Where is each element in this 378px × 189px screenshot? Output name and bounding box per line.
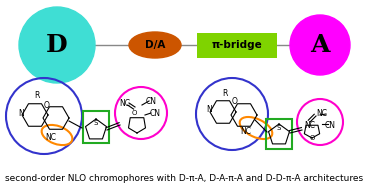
Text: O: O bbox=[232, 98, 238, 106]
Text: second-order NLO chromophores with D-π-A, D-A-π-A and D-D-π-A architectures: second-order NLO chromophores with D-π-A… bbox=[5, 174, 363, 183]
Text: NC: NC bbox=[119, 98, 130, 108]
Text: π-bridge: π-bridge bbox=[212, 40, 262, 50]
Text: S: S bbox=[94, 120, 98, 126]
Bar bbox=[266, 119, 292, 149]
Bar bbox=[83, 111, 109, 143]
Text: NC: NC bbox=[45, 132, 56, 142]
Text: CN: CN bbox=[324, 121, 336, 129]
Text: CN: CN bbox=[150, 108, 161, 118]
Text: NC: NC bbox=[316, 109, 327, 119]
Text: O: O bbox=[131, 110, 137, 116]
Text: D: D bbox=[46, 33, 68, 57]
Text: S: S bbox=[277, 125, 281, 131]
Text: A: A bbox=[310, 33, 330, 57]
Ellipse shape bbox=[129, 32, 181, 58]
Text: CN: CN bbox=[146, 97, 156, 105]
Text: R: R bbox=[34, 91, 40, 101]
Text: R: R bbox=[222, 88, 228, 98]
Text: D/A: D/A bbox=[145, 40, 165, 50]
Text: O: O bbox=[44, 101, 50, 109]
Text: NC: NC bbox=[240, 128, 251, 136]
Text: N: N bbox=[18, 108, 24, 118]
Circle shape bbox=[290, 15, 350, 75]
Circle shape bbox=[19, 7, 95, 83]
FancyBboxPatch shape bbox=[197, 33, 277, 57]
Text: NC: NC bbox=[305, 121, 316, 129]
Text: O: O bbox=[309, 135, 315, 141]
Text: N: N bbox=[206, 105, 212, 115]
